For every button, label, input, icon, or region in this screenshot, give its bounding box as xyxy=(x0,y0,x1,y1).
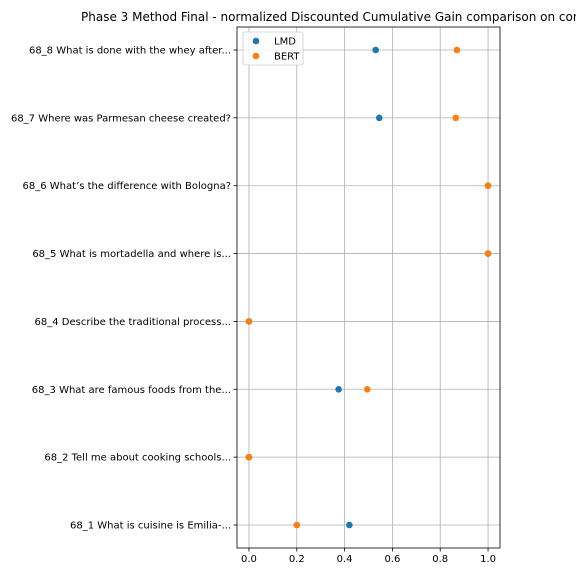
y-tick-label: 68_5 What is mortadella and where is... xyxy=(32,249,231,260)
grid xyxy=(237,27,500,548)
x-tick-label: 0.6 xyxy=(384,554,400,565)
point-lmd xyxy=(346,521,353,529)
x-axis: 0.0 0.2 0.4 0.6 0.8 1.0 xyxy=(241,548,496,565)
point-bert xyxy=(364,385,371,393)
chart-title: Phase 3 Method Final - normalized Discou… xyxy=(81,10,576,24)
point-bert xyxy=(245,318,253,325)
legend-label-lmd: LMD xyxy=(274,37,296,48)
point-bert xyxy=(293,521,301,529)
legend-marker-lmd xyxy=(252,37,260,45)
x-tick-label: 0.4 xyxy=(337,554,353,565)
legend-marker-bert xyxy=(252,52,260,60)
x-tick-label: 0.2 xyxy=(289,554,305,565)
y-tick-label: 68_6 What’s the difference with Bologna? xyxy=(23,181,231,192)
y-tick-label: 68_3 What are famous foods from the... xyxy=(32,385,231,396)
y-tick-label: 68_1 What is cuisine is Emilia-... xyxy=(70,521,231,532)
point-lmd xyxy=(372,46,379,54)
point-lmd xyxy=(375,114,383,122)
point-bert xyxy=(245,453,253,461)
y-tick-label: 68_7 Where was Parmesan cheese created? xyxy=(11,113,231,124)
y-tick-label: 68_4 Describe the traditional process... xyxy=(35,317,231,328)
point-lmd xyxy=(335,385,342,393)
x-tick-label: 1.0 xyxy=(480,554,496,565)
legend: LMD BERT xyxy=(242,31,304,66)
x-tick-label: 0.0 xyxy=(241,554,257,565)
y-tick-label: 68_8 What is done with the whey after... xyxy=(29,46,231,57)
y-axis: 68_1 What is cuisine is Emilia-... 68_2 T… xyxy=(11,46,237,532)
point-bert xyxy=(484,182,492,190)
legend-label-bert: BERT xyxy=(274,52,300,63)
point-bert xyxy=(484,250,492,257)
plot-frame xyxy=(236,26,501,549)
point-bert xyxy=(452,114,460,122)
x-tick-label: 0.8 xyxy=(432,554,448,565)
y-tick-label: 68_2 Tell me about cooking schools... xyxy=(44,453,231,464)
data-points xyxy=(245,46,492,529)
point-bert xyxy=(453,46,461,54)
